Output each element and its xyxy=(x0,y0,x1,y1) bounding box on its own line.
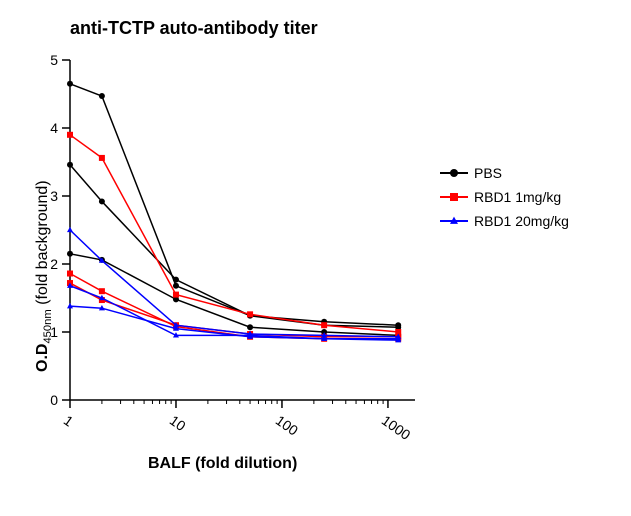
legend-label: RBD1 20mg/kg xyxy=(474,213,569,229)
legend-swatch xyxy=(440,190,468,204)
y-tick-label: 1 xyxy=(50,324,58,340)
ylabel-tail: (fold background) xyxy=(34,180,51,309)
y-tick-label: 2 xyxy=(50,256,58,272)
x-tick-label: 1 xyxy=(61,412,77,430)
legend-swatch xyxy=(440,214,468,228)
legend-item: PBS xyxy=(440,165,569,181)
legend-label: RBD1 1mg/kg xyxy=(474,189,561,205)
legend-item: RBD1 20mg/kg xyxy=(440,213,569,229)
chart-plot-area xyxy=(70,60,415,400)
y-axis-label: O.D450nm (fold background) xyxy=(34,180,54,372)
legend-item: RBD1 1mg/kg xyxy=(440,189,569,205)
x-tick-label: 10 xyxy=(167,412,189,434)
chart-title: anti-TCTP auto-antibody titer xyxy=(70,18,318,39)
x-axis-label: BALF (fold dilution) xyxy=(148,455,297,473)
y-tick-label: 4 xyxy=(50,120,58,136)
y-tick-label: 0 xyxy=(50,392,58,408)
x-tick-label: 100 xyxy=(273,412,301,439)
chart-container: anti-TCTP auto-antibody titer O.D450nm (… xyxy=(0,0,631,516)
ylabel-main: O.D xyxy=(34,344,51,372)
x-tick-label: 1000 xyxy=(379,412,414,443)
legend-label: PBS xyxy=(474,165,502,181)
legend-swatch xyxy=(440,166,468,180)
y-tick-label: 3 xyxy=(50,188,58,204)
y-tick-label: 5 xyxy=(50,52,58,68)
chart-legend: PBS RBD1 1mg/kg RBD1 20mg/kg xyxy=(440,165,569,237)
